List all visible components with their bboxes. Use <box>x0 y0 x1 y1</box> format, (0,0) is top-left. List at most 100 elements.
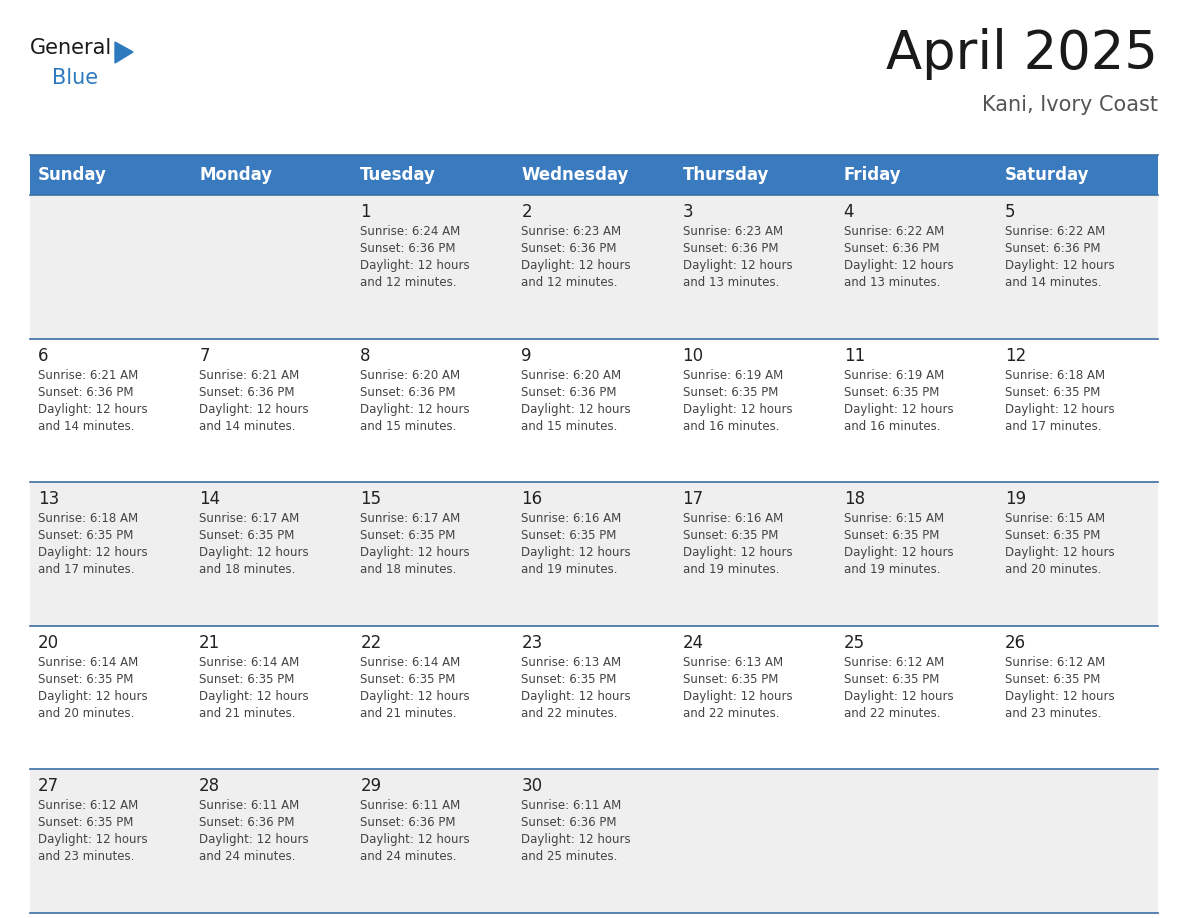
Text: Sunset: 6:35 PM: Sunset: 6:35 PM <box>843 386 939 398</box>
Text: and 20 minutes.: and 20 minutes. <box>38 707 134 720</box>
Text: 13: 13 <box>38 490 59 509</box>
Text: Daylight: 12 hours: Daylight: 12 hours <box>360 834 470 846</box>
Text: 23: 23 <box>522 633 543 652</box>
Text: 26: 26 <box>1005 633 1026 652</box>
Text: 11: 11 <box>843 347 865 364</box>
Text: Sunrise: 6:22 AM: Sunrise: 6:22 AM <box>843 225 944 238</box>
Text: Sunrise: 6:18 AM: Sunrise: 6:18 AM <box>1005 369 1105 382</box>
Text: 4: 4 <box>843 203 854 221</box>
Text: and 13 minutes.: and 13 minutes. <box>683 276 779 289</box>
Text: Daylight: 12 hours: Daylight: 12 hours <box>200 546 309 559</box>
Text: Sunrise: 6:14 AM: Sunrise: 6:14 AM <box>38 655 138 669</box>
Text: Sunrise: 6:12 AM: Sunrise: 6:12 AM <box>38 800 138 812</box>
Text: Daylight: 12 hours: Daylight: 12 hours <box>360 259 470 272</box>
Text: Daylight: 12 hours: Daylight: 12 hours <box>360 403 470 416</box>
Text: Sunrise: 6:15 AM: Sunrise: 6:15 AM <box>1005 512 1105 525</box>
Text: Sunrise: 6:13 AM: Sunrise: 6:13 AM <box>522 655 621 669</box>
Text: 25: 25 <box>843 633 865 652</box>
Text: Daylight: 12 hours: Daylight: 12 hours <box>522 546 631 559</box>
Text: Daylight: 12 hours: Daylight: 12 hours <box>38 834 147 846</box>
Text: and 15 minutes.: and 15 minutes. <box>522 420 618 432</box>
Bar <box>30 155 1158 195</box>
Text: 5: 5 <box>1005 203 1016 221</box>
Text: Sunset: 6:36 PM: Sunset: 6:36 PM <box>522 816 617 829</box>
Text: Sunrise: 6:16 AM: Sunrise: 6:16 AM <box>522 512 621 525</box>
Text: Daylight: 12 hours: Daylight: 12 hours <box>683 689 792 703</box>
Text: and 12 minutes.: and 12 minutes. <box>360 276 456 289</box>
Text: Sunday: Sunday <box>38 166 107 184</box>
Text: Sunrise: 6:12 AM: Sunrise: 6:12 AM <box>843 655 944 669</box>
Text: Sunset: 6:35 PM: Sunset: 6:35 PM <box>200 673 295 686</box>
Text: and 22 minutes.: and 22 minutes. <box>843 707 940 720</box>
Text: and 14 minutes.: and 14 minutes. <box>200 420 296 432</box>
Text: Daylight: 12 hours: Daylight: 12 hours <box>843 546 953 559</box>
Text: Sunrise: 6:11 AM: Sunrise: 6:11 AM <box>360 800 461 812</box>
Text: Sunrise: 6:11 AM: Sunrise: 6:11 AM <box>200 800 299 812</box>
Text: and 23 minutes.: and 23 minutes. <box>1005 707 1101 720</box>
Text: 20: 20 <box>38 633 59 652</box>
Text: Sunset: 6:36 PM: Sunset: 6:36 PM <box>683 242 778 255</box>
Text: Sunset: 6:35 PM: Sunset: 6:35 PM <box>522 529 617 543</box>
Text: 15: 15 <box>360 490 381 509</box>
Text: Sunset: 6:35 PM: Sunset: 6:35 PM <box>683 529 778 543</box>
Text: Sunrise: 6:14 AM: Sunrise: 6:14 AM <box>360 655 461 669</box>
Text: Daylight: 12 hours: Daylight: 12 hours <box>1005 689 1114 703</box>
Text: Sunrise: 6:17 AM: Sunrise: 6:17 AM <box>360 512 461 525</box>
Text: Sunrise: 6:14 AM: Sunrise: 6:14 AM <box>200 655 299 669</box>
Polygon shape <box>115 42 133 63</box>
Text: Sunset: 6:36 PM: Sunset: 6:36 PM <box>200 816 295 829</box>
Text: Sunset: 6:35 PM: Sunset: 6:35 PM <box>200 529 295 543</box>
Text: and 19 minutes.: and 19 minutes. <box>843 564 940 577</box>
Text: and 17 minutes.: and 17 minutes. <box>38 564 134 577</box>
Text: 10: 10 <box>683 347 703 364</box>
Text: Sunrise: 6:20 AM: Sunrise: 6:20 AM <box>360 369 461 382</box>
Bar <box>30 626 1158 769</box>
Text: Sunset: 6:35 PM: Sunset: 6:35 PM <box>843 673 939 686</box>
Text: Daylight: 12 hours: Daylight: 12 hours <box>38 403 147 416</box>
Text: and 14 minutes.: and 14 minutes. <box>1005 276 1101 289</box>
Text: Sunrise: 6:12 AM: Sunrise: 6:12 AM <box>1005 655 1105 669</box>
Text: and 17 minutes.: and 17 minutes. <box>1005 420 1101 432</box>
Text: Sunset: 6:35 PM: Sunset: 6:35 PM <box>360 673 456 686</box>
Text: Sunset: 6:35 PM: Sunset: 6:35 PM <box>522 673 617 686</box>
Bar <box>30 482 1158 626</box>
Text: Sunset: 6:36 PM: Sunset: 6:36 PM <box>360 242 456 255</box>
Text: Sunrise: 6:15 AM: Sunrise: 6:15 AM <box>843 512 943 525</box>
Text: and 24 minutes.: and 24 minutes. <box>360 850 456 864</box>
Text: 17: 17 <box>683 490 703 509</box>
Text: Kani, Ivory Coast: Kani, Ivory Coast <box>982 95 1158 115</box>
Text: Sunset: 6:35 PM: Sunset: 6:35 PM <box>1005 673 1100 686</box>
Text: and 19 minutes.: and 19 minutes. <box>522 564 618 577</box>
Text: 14: 14 <box>200 490 220 509</box>
Text: and 13 minutes.: and 13 minutes. <box>843 276 940 289</box>
Text: Sunset: 6:36 PM: Sunset: 6:36 PM <box>360 386 456 398</box>
Text: Daylight: 12 hours: Daylight: 12 hours <box>1005 259 1114 272</box>
Text: Daylight: 12 hours: Daylight: 12 hours <box>1005 403 1114 416</box>
Text: 8: 8 <box>360 347 371 364</box>
Bar <box>30 769 1158 913</box>
Text: 7: 7 <box>200 347 209 364</box>
Text: Sunrise: 6:21 AM: Sunrise: 6:21 AM <box>38 369 138 382</box>
Text: 29: 29 <box>360 778 381 795</box>
Text: Daylight: 12 hours: Daylight: 12 hours <box>200 834 309 846</box>
Text: and 22 minutes.: and 22 minutes. <box>683 707 779 720</box>
Text: and 16 minutes.: and 16 minutes. <box>843 420 940 432</box>
Text: Daylight: 12 hours: Daylight: 12 hours <box>843 689 953 703</box>
Text: 27: 27 <box>38 778 59 795</box>
Text: Sunrise: 6:18 AM: Sunrise: 6:18 AM <box>38 512 138 525</box>
Text: Sunrise: 6:19 AM: Sunrise: 6:19 AM <box>843 369 944 382</box>
Text: Sunrise: 6:19 AM: Sunrise: 6:19 AM <box>683 369 783 382</box>
Text: Daylight: 12 hours: Daylight: 12 hours <box>522 259 631 272</box>
Text: Sunrise: 6:22 AM: Sunrise: 6:22 AM <box>1005 225 1105 238</box>
Text: Wednesday: Wednesday <box>522 166 628 184</box>
Text: Tuesday: Tuesday <box>360 166 436 184</box>
Text: and 21 minutes.: and 21 minutes. <box>200 707 296 720</box>
Text: 30: 30 <box>522 778 543 795</box>
Text: Monday: Monday <box>200 166 272 184</box>
Text: Sunset: 6:35 PM: Sunset: 6:35 PM <box>843 529 939 543</box>
Text: Daylight: 12 hours: Daylight: 12 hours <box>522 834 631 846</box>
Text: 6: 6 <box>38 347 49 364</box>
Text: Sunrise: 6:23 AM: Sunrise: 6:23 AM <box>683 225 783 238</box>
Text: Sunrise: 6:20 AM: Sunrise: 6:20 AM <box>522 369 621 382</box>
Text: and 14 minutes.: and 14 minutes. <box>38 420 134 432</box>
